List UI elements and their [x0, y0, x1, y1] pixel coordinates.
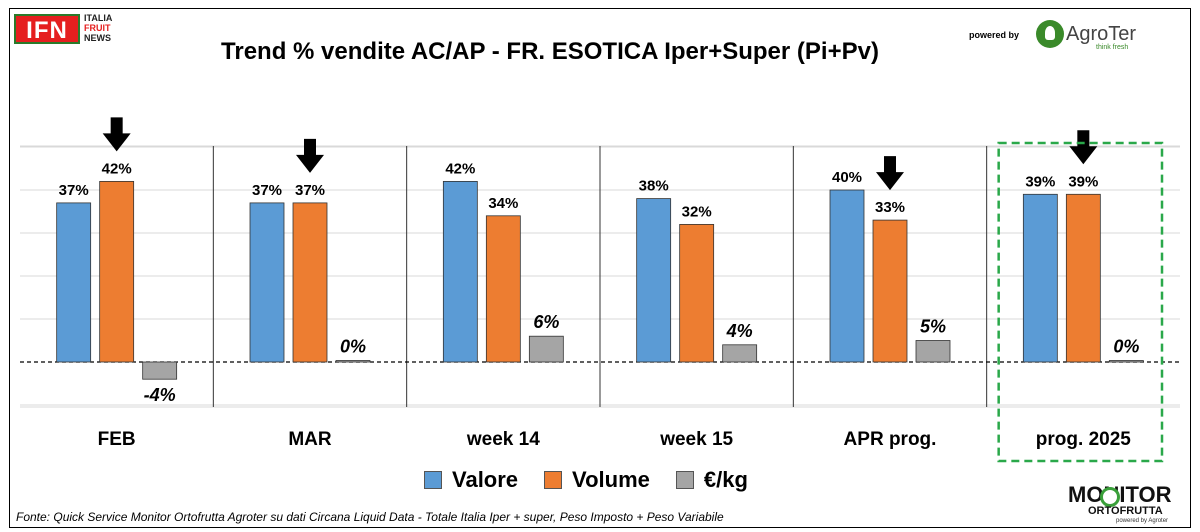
data-label: 5%	[920, 317, 946, 337]
bar-valore-mar	[249, 202, 285, 363]
bar--kg-week-14	[528, 335, 564, 363]
data-label: 33%	[875, 199, 905, 216]
category-label: week 15	[659, 429, 733, 450]
down-arrow-icon	[296, 138, 324, 173]
legend-swatch-valore	[424, 471, 442, 489]
monitor-logo-sub: ORTOFRUTTA	[1088, 505, 1163, 517]
legend-label-price: €/kg	[703, 467, 748, 492]
data-label: 39%	[1025, 173, 1055, 190]
data-label: 6%	[533, 312, 559, 332]
bar--kg-mar	[335, 360, 371, 363]
monitor-logo-by: powered by Agroter	[1116, 518, 1169, 524]
data-label: 0%	[1113, 337, 1139, 357]
data-label: 40%	[832, 169, 862, 186]
source-note: Fonte: Quick Service Monitor Ortofrutta …	[16, 510, 724, 524]
data-label: 37%	[252, 182, 282, 199]
data-label: 39%	[1068, 173, 1098, 190]
agroter-logo-tagline: think fresh	[1096, 44, 1129, 51]
highlight-box	[997, 141, 1164, 463]
data-label: 34%	[488, 195, 518, 212]
bar--kg-apr-prog-	[915, 340, 951, 363]
ifn-logo-mark: IFN	[14, 14, 80, 44]
bar-volume-mar	[292, 202, 328, 363]
chart-legend: Valore Volume €/kg	[424, 466, 774, 494]
data-label: 42%	[102, 160, 132, 177]
category-label: MAR	[288, 429, 332, 450]
monitor-magnifier-icon	[1100, 487, 1120, 507]
data-label: 37%	[59, 182, 89, 199]
data-label: 38%	[639, 178, 669, 195]
data-label: 0%	[340, 337, 366, 357]
ifn-logo-subtitle: ITALIA FRUIT NEWS	[84, 13, 112, 43]
ifn-sub-line-2: FRUIT	[84, 23, 111, 33]
agroter-tree-icon	[1036, 20, 1064, 48]
down-arrow-icon	[876, 156, 904, 191]
data-label: 32%	[682, 203, 712, 220]
bar-valore-feb	[56, 202, 92, 363]
data-label: 4%	[726, 321, 753, 341]
ifn-logo: IFN ITALIA FRUIT NEWS	[14, 12, 134, 48]
bar-valore-apr-prog-	[829, 189, 865, 363]
category-label: APR prog.	[844, 429, 937, 450]
legend-label-volume: Volume	[572, 467, 650, 492]
ifn-sub-line-1: ITALIA	[84, 13, 113, 23]
bar-volume-week-15	[679, 223, 715, 363]
bar-valore-prog-2025	[1022, 193, 1058, 363]
bar-volume-prog-2025	[1065, 193, 1101, 363]
legend-item-price: €/kg	[675, 467, 748, 493]
bar-valore-week-14	[442, 180, 478, 363]
down-arrow-icon	[1069, 130, 1098, 165]
category-label: FEB	[98, 429, 136, 450]
bar-volume-apr-prog-	[872, 219, 908, 363]
legend-swatch-price	[675, 471, 694, 489]
ifn-sub-line-3: NEWS	[84, 33, 111, 43]
data-label: 42%	[445, 160, 475, 177]
legend-label-valore: Valore	[452, 467, 519, 492]
chart-title: Trend % vendite AC/AP - FR. ESOTICA Iper…	[221, 38, 879, 65]
data-label: 37%	[295, 182, 325, 199]
category-label: prog. 2025	[1036, 429, 1131, 450]
category-label: week 14	[466, 429, 540, 450]
agroter-logo-name: AgroTer	[1066, 23, 1137, 45]
down-arrow-icon	[102, 117, 131, 152]
bar-volume-week-14	[485, 215, 521, 363]
bar--kg-feb	[142, 361, 178, 380]
bar-valore-week-15	[636, 198, 672, 363]
bar--kg-week-15	[722, 344, 758, 363]
legend-item-volume: Volume	[544, 467, 650, 493]
monitor-ortofrutta-logo: MONITOR ORTOFRUTTA powered by Agroter	[1068, 482, 1188, 528]
legend-swatch-volume	[544, 471, 563, 489]
legend-item-valore: Valore	[424, 467, 518, 493]
data-label: -4%	[144, 385, 176, 405]
powered-by-label: powered by	[969, 30, 1020, 40]
bar-volume-feb	[99, 180, 135, 363]
bar--kg-prog-2025	[1108, 360, 1144, 363]
